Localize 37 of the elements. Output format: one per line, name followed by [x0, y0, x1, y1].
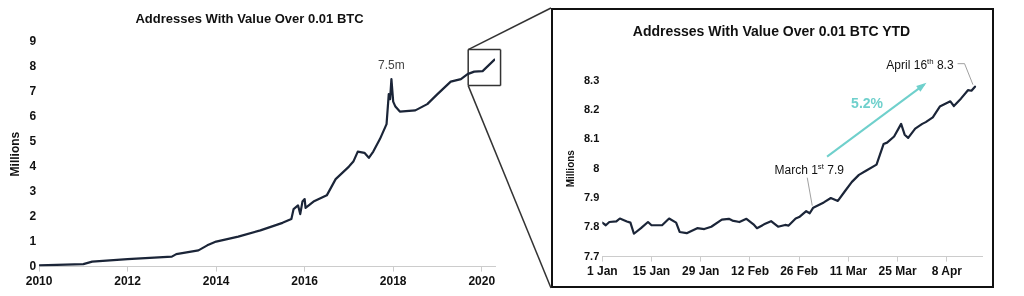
x-tick-label: 2016 — [291, 274, 319, 289]
annotation: 5.2% — [851, 94, 884, 111]
y-tick-label: 8.2 — [583, 103, 600, 116]
x-tick-label: 2020 — [468, 274, 496, 289]
x-tick-label: 26 Feb — [780, 264, 819, 279]
x-tick-label: 8 Apr — [931, 264, 963, 279]
x-tick-label: 2010 — [25, 274, 53, 289]
y-tick-label: 7.9 — [583, 191, 600, 204]
y-axis-title: Millions — [7, 131, 22, 177]
x-tick-label: 15 Jan — [632, 264, 671, 279]
y-tick-label: 8.3 — [583, 73, 600, 86]
y-tick-label: 8.1 — [583, 132, 600, 145]
x-tick-label: 1 Jan — [586, 264, 618, 279]
y-tick-label: 7.7 — [583, 249, 600, 262]
y-tick-label: 1 — [29, 233, 37, 248]
chart-title: Addresses With Value Over 0.01 BTC YTD — [632, 23, 911, 40]
y-tick-label: 7 — [29, 83, 37, 98]
y-tick-label: 0 — [29, 258, 37, 273]
chart-title: Addresses With Value Over 0.01 BTC — [135, 11, 365, 27]
y-axis-title: Millions — [564, 149, 576, 188]
x-tick-label: 11 Mar — [829, 264, 868, 279]
y-tick-label: 3 — [29, 183, 37, 198]
x-tick-label: 12 Feb — [730, 264, 769, 279]
y-tick-label: 7.8 — [583, 220, 600, 233]
y-tick-label: 6 — [29, 108, 37, 123]
y-tick-label: 4 — [29, 158, 37, 173]
y-tick-label: 9 — [29, 33, 37, 48]
x-tick-label: 29 Jan — [682, 264, 720, 279]
x-tick-label: 2012 — [114, 274, 142, 289]
annotation: 7.5m — [378, 58, 405, 73]
y-tick-label: 8 — [593, 161, 600, 174]
y-tick-label: 5 — [29, 133, 37, 148]
x-tick-label: 2018 — [379, 274, 407, 289]
x-tick-label: 25 Mar — [878, 264, 917, 279]
y-tick-label: 2 — [29, 208, 37, 223]
y-tick-label: 8 — [29, 58, 37, 73]
x-tick-label: 2014 — [202, 274, 230, 289]
